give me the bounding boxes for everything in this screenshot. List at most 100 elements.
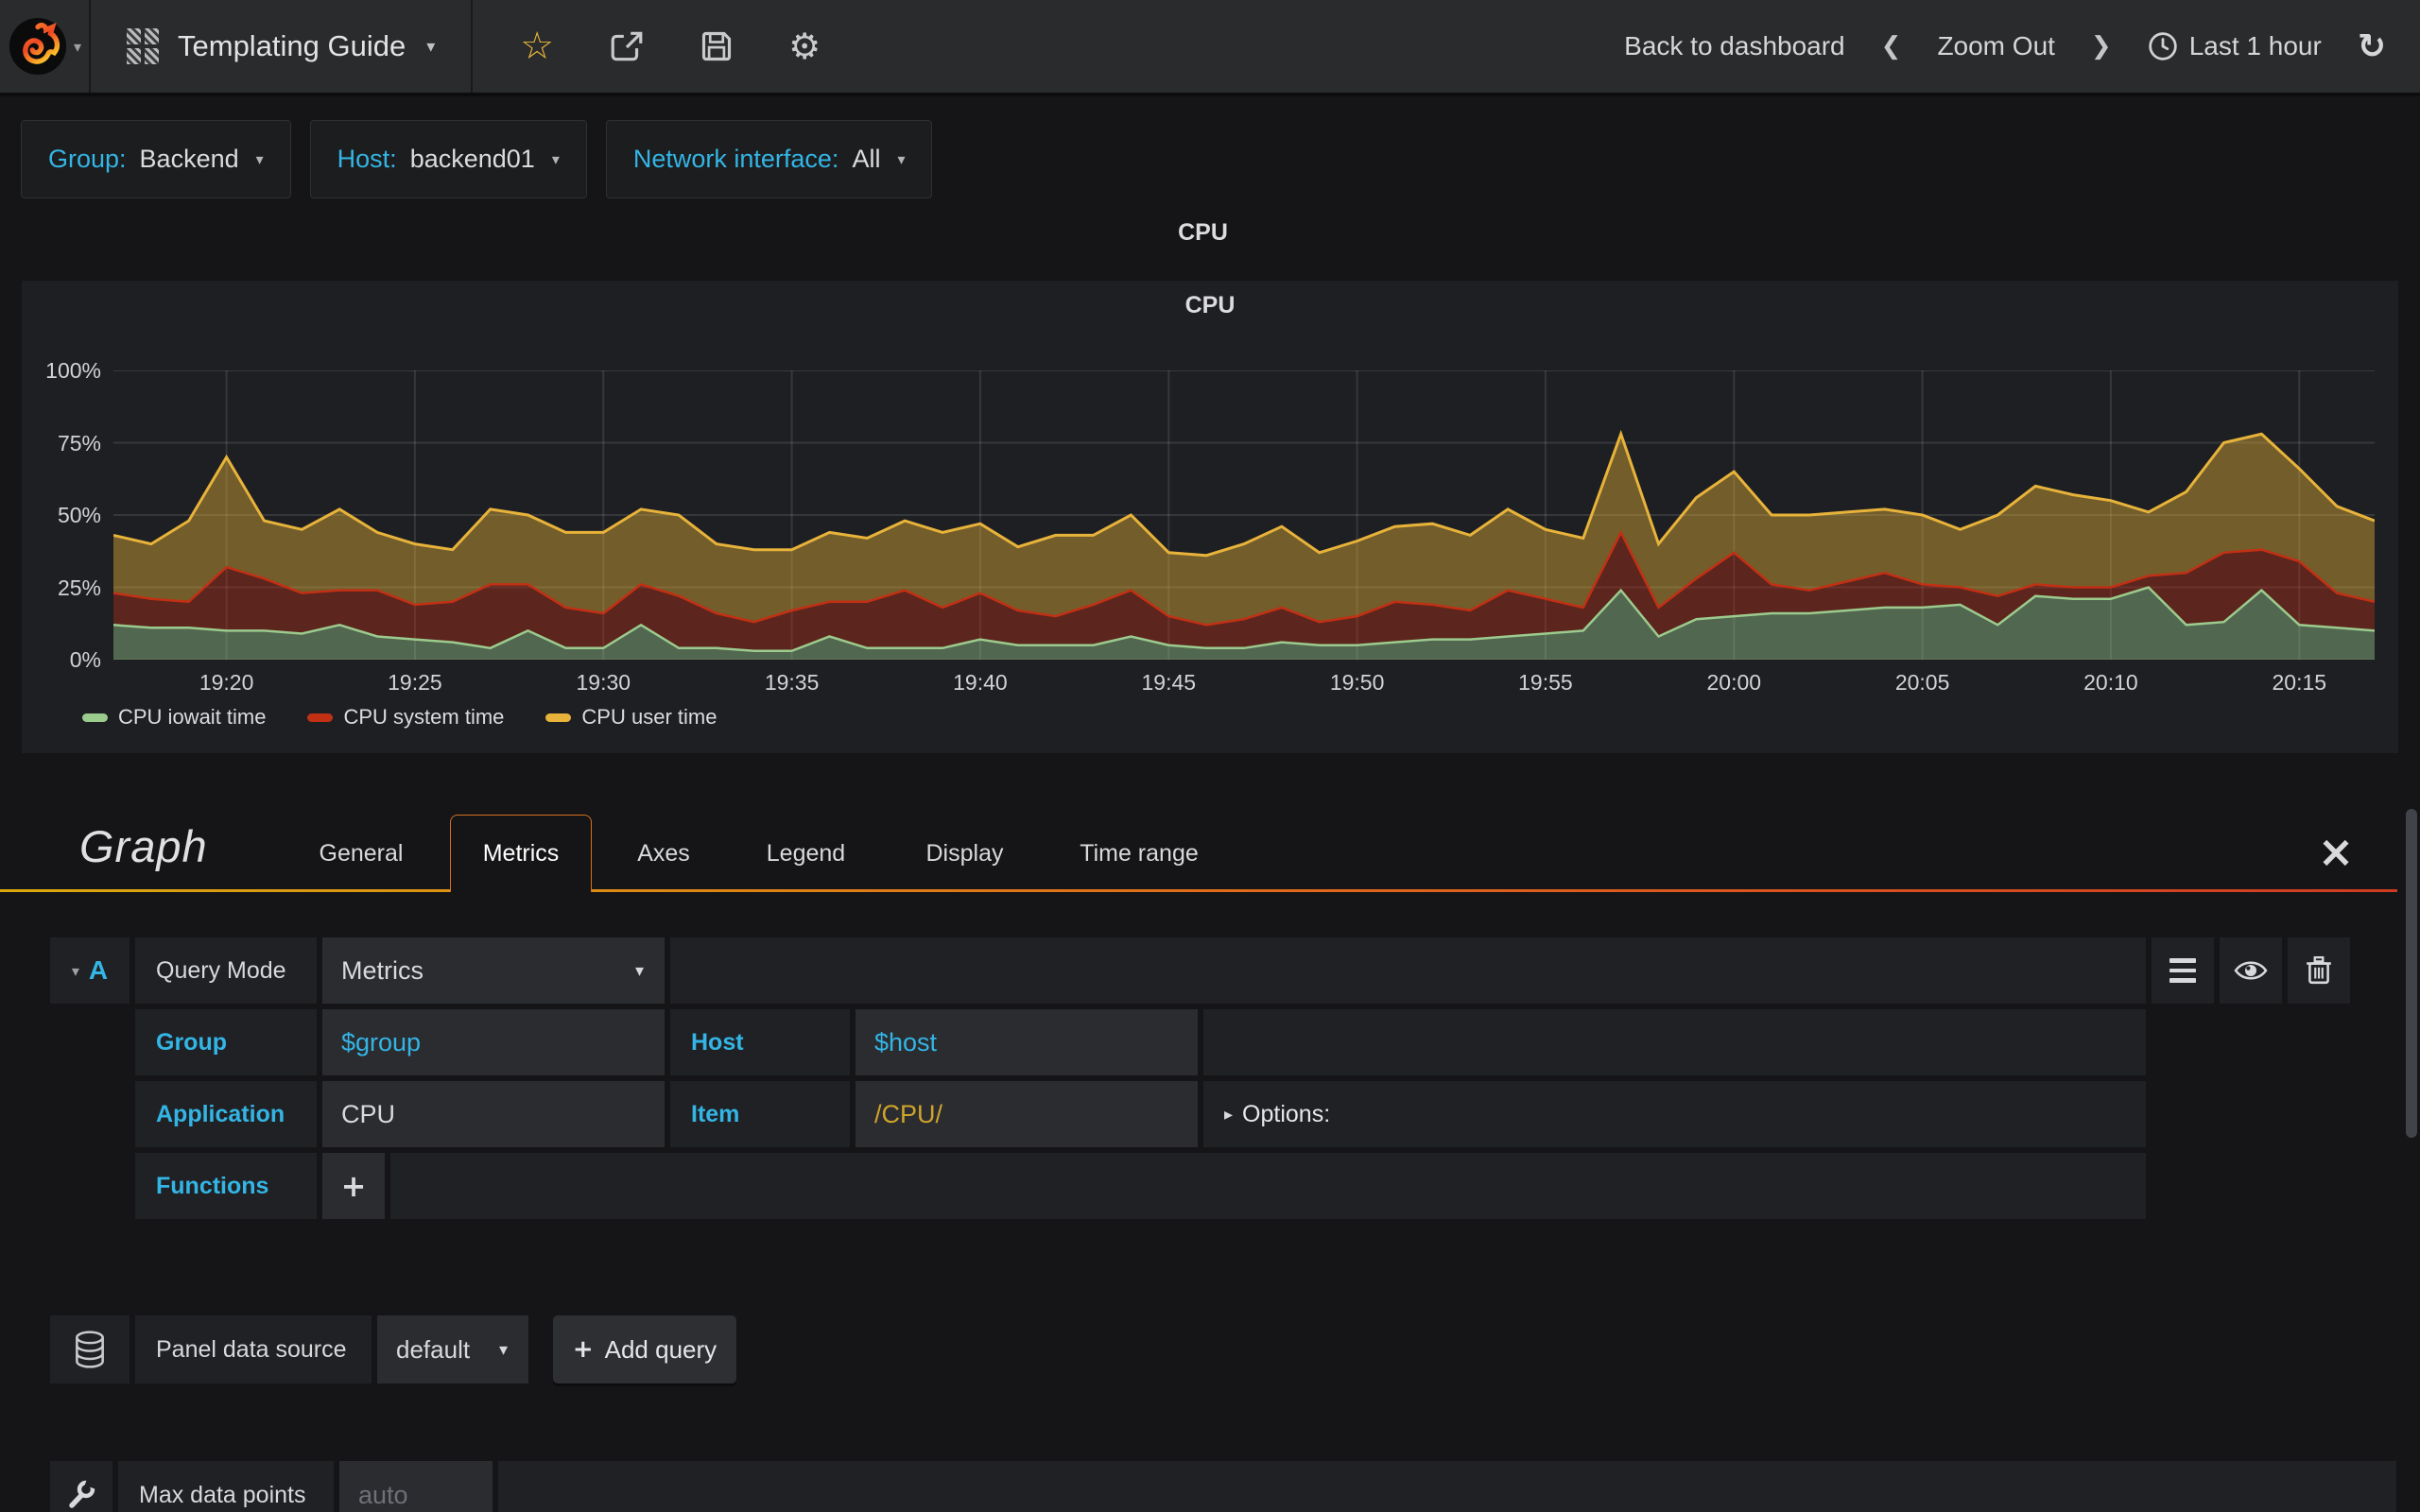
menu-icon: [2169, 958, 2196, 983]
tabs-underline: [0, 889, 2397, 892]
query-ref-letter: A: [88, 955, 109, 985]
legend-label: CPU user time: [581, 705, 717, 729]
navbar-actions: ☆ ⚙: [520, 25, 821, 68]
query-mode-select[interactable]: Metrics ▾: [322, 937, 665, 1004]
grafana-logo-icon: [9, 17, 67, 76]
tab-legend[interactable]: Legend: [766, 840, 846, 867]
chevron-down-icon: ▾: [897, 150, 906, 168]
x-axis-label: 19:20: [199, 670, 254, 695]
star-icon[interactable]: ☆: [520, 25, 555, 68]
query-row-filler: [498, 1461, 2396, 1512]
time-shift-right-icon[interactable]: ❯: [2090, 32, 2112, 60]
query-menu-button[interactable]: [2152, 937, 2214, 1004]
variable-host[interactable]: Host: backend01 ▾: [309, 120, 587, 198]
clock-icon: [2148, 32, 2177, 60]
variable-group[interactable]: Group: Backend ▾: [21, 120, 291, 198]
dashboard-title-picker[interactable]: Templating Guide ▾: [91, 0, 474, 93]
tab-time-range[interactable]: Time range: [1080, 840, 1199, 867]
x-axis-label: 20:05: [1894, 670, 1950, 695]
save-icon[interactable]: [700, 29, 734, 63]
options-label: Options:: [1242, 1100, 1331, 1127]
tab-metrics[interactable]: Metrics: [450, 815, 592, 892]
add-query-button[interactable]: + Add query: [553, 1315, 736, 1383]
legend-swatch-icon: [545, 713, 572, 722]
query-mode-label: Query Mode: [135, 937, 317, 1004]
legend-item[interactable]: CPU user time: [545, 705, 717, 730]
legend-label: CPU iowait time: [118, 705, 267, 729]
query-ref-toggle[interactable]: ▾ A: [50, 937, 130, 1004]
time-range-picker[interactable]: Last 1 hour: [2148, 31, 2322, 61]
query-row-filler: [390, 1153, 2146, 1219]
caret-right-icon: ▸: [1224, 1104, 1234, 1125]
variable-value: All: [852, 145, 881, 173]
close-icon[interactable]: ×: [2317, 826, 2355, 877]
y-axis-label: 50%: [57, 503, 101, 527]
y-axis-label: 100%: [45, 358, 101, 383]
time-shift-left-icon[interactable]: ❮: [1880, 32, 1902, 60]
item-input[interactable]: /CPU/: [856, 1081, 1198, 1147]
legend-item[interactable]: CPU system time: [307, 705, 504, 730]
tab-axes[interactable]: Axes: [637, 840, 690, 867]
tab-general[interactable]: General: [319, 840, 404, 867]
datasource-select[interactable]: default ▾: [377, 1315, 528, 1383]
application-input[interactable]: CPU: [322, 1081, 665, 1147]
variable-value: backend01: [409, 145, 535, 173]
share-icon[interactable]: [609, 29, 645, 63]
chevron-down-icon: ▾: [634, 960, 644, 981]
max-data-points-placeholder: auto: [358, 1480, 408, 1509]
time-range-label: Last 1 hour: [2188, 31, 2322, 60]
dashboard-caret-icon: ▾: [426, 36, 436, 57]
query-row-filler: [1203, 1009, 2146, 1075]
database-icon: [76, 1331, 104, 1368]
back-to-dashboard-button[interactable]: Back to dashboard: [1624, 31, 1845, 60]
grafana-logo-menu[interactable]: ▾: [0, 0, 91, 93]
variable-label: Group:: [48, 145, 127, 173]
item-label: Item: [670, 1081, 850, 1147]
plus-icon: +: [572, 1335, 594, 1364]
host-label: Host: [670, 1009, 850, 1075]
options-toggle[interactable]: ▸ Options:: [1203, 1101, 1330, 1128]
eye-icon: [2234, 961, 2268, 980]
chart-legend: CPU iowait time CPU system time CPU user t…: [82, 705, 717, 730]
zoom-out-button[interactable]: Zoom Out: [1937, 31, 2055, 60]
x-axis-label: 20:15: [2272, 670, 2327, 695]
scrollbar-thumb[interactable]: [2406, 809, 2417, 1138]
add-function-button[interactable]: +: [322, 1153, 385, 1219]
cpu-stacked-area-chart[interactable]: [113, 370, 2375, 660]
legend-swatch-icon: [307, 713, 334, 722]
x-axis-label: 19:55: [1518, 670, 1573, 695]
application-value: CPU: [341, 1099, 396, 1128]
panel-title[interactable]: CPU: [1184, 292, 1236, 318]
variable-value: Backend: [139, 145, 239, 173]
row-title: CPU: [1178, 219, 1228, 246]
group-input[interactable]: $group: [322, 1009, 665, 1075]
max-data-points-input[interactable]: auto: [339, 1461, 493, 1512]
x-axis-label: 19:50: [1329, 670, 1385, 695]
legend-item[interactable]: CPU iowait time: [82, 705, 266, 730]
x-axis-label: 19:30: [576, 670, 631, 695]
query-delete-button[interactable]: [2288, 937, 2350, 1004]
application-label: Application: [135, 1081, 317, 1147]
refresh-icon[interactable]: ↻: [2357, 26, 2386, 66]
host-input[interactable]: $host: [856, 1009, 1198, 1075]
panel-datasource-label: Panel data source: [135, 1315, 372, 1383]
tab-display[interactable]: Display: [925, 840, 1004, 867]
group-value: $group: [341, 1027, 422, 1057]
navbar: ▾ Templating Guide ▾ ☆ ⚙ Back to dashboa…: [0, 0, 2420, 96]
variable-label: Network interface:: [632, 145, 839, 173]
gear-icon[interactable]: ⚙: [788, 26, 821, 67]
x-axis-label: 19:25: [388, 670, 442, 695]
datasource-icon-cell: [50, 1315, 130, 1383]
query-row-filler: [670, 937, 2146, 1004]
query-options-icon-cell: [50, 1461, 112, 1512]
y-axis-label: 25%: [57, 575, 101, 600]
chevron-down-icon: ▾: [498, 1339, 508, 1360]
datasource-value: default: [396, 1334, 471, 1364]
item-value: /CPU/: [874, 1099, 943, 1128]
host-value: $host: [874, 1027, 938, 1057]
functions-label: Functions: [135, 1153, 317, 1219]
add-query-label: Add query: [604, 1334, 717, 1364]
dashboard-grid-icon: [127, 28, 159, 64]
query-toggle-visibility-button[interactable]: [2220, 937, 2282, 1004]
variable-network-interface[interactable]: Network interface: All ▾: [605, 120, 933, 198]
